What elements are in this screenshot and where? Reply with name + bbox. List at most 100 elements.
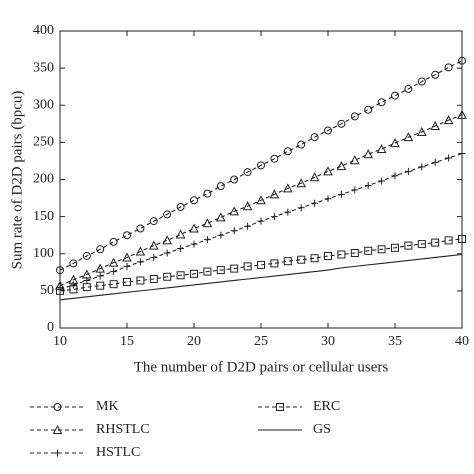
marker (351, 186, 359, 194)
y-tick-label: 300 (33, 97, 54, 112)
x-tick-label: 40 (455, 334, 469, 349)
marker (163, 272, 172, 281)
marker (256, 195, 266, 205)
marker (216, 182, 225, 191)
marker (150, 253, 158, 261)
marker (297, 255, 306, 264)
marker (309, 172, 320, 182)
marker (230, 175, 239, 184)
marker (108, 257, 119, 267)
marker (337, 119, 346, 128)
legend-label: HSTLC (96, 445, 140, 460)
marker (177, 245, 185, 253)
marker (242, 201, 253, 211)
marker (190, 240, 198, 248)
x-tick-label: 10 (53, 334, 67, 349)
marker (324, 251, 332, 260)
marker (230, 264, 239, 273)
y-tick-label: 200 (33, 172, 54, 187)
marker (283, 257, 292, 266)
marker (136, 258, 144, 266)
marker (257, 260, 265, 269)
marker (82, 283, 91, 292)
x-tick-label: 15 (120, 334, 134, 349)
marker (377, 245, 386, 254)
marker (123, 231, 131, 240)
marker (350, 249, 359, 258)
marker (244, 222, 252, 230)
marker (458, 56, 466, 65)
marker (282, 183, 293, 193)
marker (176, 271, 185, 280)
x-tick-label: 20 (187, 334, 201, 349)
marker (149, 217, 158, 226)
marker (257, 217, 265, 225)
marker (418, 163, 426, 171)
marker (364, 105, 373, 114)
marker (56, 266, 64, 275)
marker (176, 202, 185, 211)
marker (350, 112, 359, 121)
marker (217, 231, 225, 239)
series-line (59, 60, 463, 271)
marker (122, 252, 132, 262)
y-tick-label: 150 (33, 209, 54, 224)
y-tick-label: 50 (40, 283, 54, 298)
marker (417, 77, 426, 86)
marker (110, 268, 118, 276)
marker (189, 223, 199, 233)
marker (203, 267, 212, 276)
marker (69, 259, 78, 268)
marker (203, 189, 212, 198)
marker (270, 154, 279, 163)
marker (148, 240, 159, 250)
marker (162, 235, 173, 245)
marker (391, 243, 399, 252)
marker (324, 126, 332, 135)
marker (377, 98, 386, 107)
marker (69, 281, 77, 289)
marker (376, 143, 387, 154)
marker (83, 276, 91, 284)
legend-label: GS (313, 422, 331, 437)
marker (203, 236, 211, 244)
marker (311, 199, 319, 207)
marker (96, 245, 105, 254)
marker (349, 155, 360, 165)
marker (96, 272, 104, 280)
marker (95, 263, 106, 273)
marker (215, 212, 226, 222)
marker (363, 149, 374, 159)
series-line (59, 114, 463, 287)
marker (458, 150, 466, 158)
marker (123, 277, 131, 286)
marker (404, 167, 412, 175)
marker (403, 132, 414, 142)
marker (109, 237, 118, 246)
marker (283, 147, 292, 156)
x-tick-label: 30 (321, 334, 335, 349)
marker (337, 190, 345, 198)
marker (163, 249, 171, 257)
marker (123, 262, 131, 270)
marker (297, 140, 306, 149)
marker (324, 195, 332, 203)
x-axis-label: The number of D2D pairs or cellular user… (134, 359, 389, 375)
marker (364, 246, 373, 255)
marker (297, 204, 305, 212)
legend-marker (53, 403, 62, 411)
marker (391, 91, 399, 100)
marker (96, 281, 105, 290)
marker (270, 259, 279, 268)
y-tick-label: 400 (33, 23, 54, 38)
y-tick-label: 100 (33, 246, 54, 261)
marker (175, 229, 186, 239)
marker (390, 138, 400, 148)
marker (202, 218, 213, 228)
marker (391, 172, 399, 180)
marker (270, 213, 278, 221)
marker (149, 274, 158, 283)
marker (135, 246, 146, 256)
marker (269, 189, 280, 199)
marker (230, 227, 238, 235)
